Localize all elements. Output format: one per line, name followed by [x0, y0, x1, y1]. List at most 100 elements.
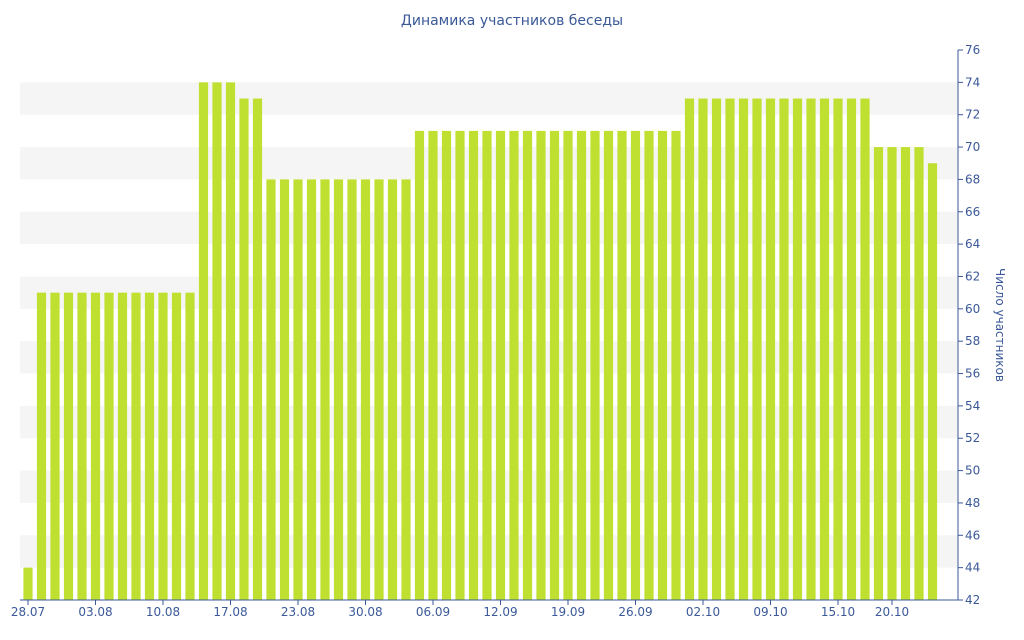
x-tick-label: 06.09: [416, 605, 450, 619]
bar[interactable]: [23, 567, 33, 600]
y-tick-label: 42: [965, 593, 980, 607]
bar[interactable]: [603, 130, 614, 600]
x-tick-label: 10.08: [146, 605, 180, 619]
bar[interactable]: [860, 98, 870, 600]
bar[interactable]: [779, 98, 789, 600]
bar[interactable]: [266, 179, 276, 601]
y-tick-label: 50: [965, 464, 980, 478]
x-tick-label: 02.10: [686, 605, 720, 619]
x-tick-label: 20.10: [875, 605, 909, 619]
y-tick-label: 74: [965, 75, 980, 89]
bar[interactable]: [792, 98, 803, 600]
bar[interactable]: [482, 130, 492, 600]
bar[interactable]: [293, 179, 303, 601]
bar[interactable]: [590, 130, 600, 600]
x-tick-label: 30.08: [348, 605, 382, 619]
bar[interactable]: [752, 98, 762, 600]
bar[interactable]: [131, 292, 141, 600]
bar[interactable]: [914, 147, 924, 600]
bar[interactable]: [819, 98, 830, 600]
y-tick-label: 70: [965, 140, 980, 154]
bar[interactable]: [401, 179, 411, 601]
x-tick-label: 03.08: [78, 605, 112, 619]
x-tick-label: 09.10: [753, 605, 787, 619]
x-tick-label: 17.08: [213, 605, 247, 619]
x-tick-label: 28.07: [11, 605, 45, 619]
bar[interactable]: [725, 98, 735, 600]
y-tick-label: 62: [965, 269, 980, 283]
bar[interactable]: [185, 292, 195, 600]
bar[interactable]: [428, 130, 438, 600]
y-tick-label: 48: [965, 496, 980, 510]
bar[interactable]: [806, 98, 816, 600]
bar[interactable]: [144, 292, 155, 600]
x-tick-label: 23.08: [281, 605, 315, 619]
bar[interactable]: [684, 98, 695, 600]
bar[interactable]: [104, 292, 114, 600]
bar[interactable]: [77, 292, 87, 600]
bar[interactable]: [671, 130, 681, 600]
x-tick-label: 19.09: [551, 605, 585, 619]
bar[interactable]: [509, 130, 519, 600]
y-tick-label: 76: [965, 43, 980, 57]
x-tick-label: 26.09: [618, 605, 652, 619]
bar[interactable]: [333, 179, 344, 601]
y-tick-label: 44: [965, 561, 980, 575]
bar[interactable]: [698, 98, 708, 600]
x-tick-label: 12.09: [483, 605, 517, 619]
bar[interactable]: [279, 179, 290, 601]
bar[interactable]: [212, 82, 222, 600]
y-tick-label: 60: [965, 302, 980, 316]
axes: 42 44 46 48 50 52 54 56 58 60 62 64 66 68 70 72 74 76 28.0…: [11, 43, 980, 619]
bar[interactable]: [657, 130, 668, 600]
bar[interactable]: [522, 130, 533, 600]
bar[interactable]: [171, 292, 182, 600]
bar[interactable]: [347, 179, 357, 601]
bar[interactable]: [225, 82, 236, 600]
bar[interactable]: [306, 179, 317, 601]
bar[interactable]: [630, 130, 641, 600]
y-tick-label: 58: [965, 334, 980, 348]
bar[interactable]: [360, 179, 371, 601]
bar[interactable]: [873, 147, 884, 600]
y-tick-label: 54: [965, 399, 980, 413]
chart-title: Динамика участников беседы: [400, 13, 624, 29]
bar[interactable]: [239, 98, 249, 600]
bars: [23, 82, 938, 601]
bar[interactable]: [387, 179, 398, 601]
bar[interactable]: [252, 98, 263, 600]
bar[interactable]: [833, 98, 843, 600]
bar[interactable]: [198, 82, 209, 600]
bar[interactable]: [887, 147, 897, 600]
bar[interactable]: [374, 179, 384, 601]
y-tick-label: 46: [965, 528, 980, 542]
bar[interactable]: [90, 292, 101, 600]
bar[interactable]: [846, 98, 857, 600]
bar[interactable]: [536, 130, 546, 600]
y-tick-label: 72: [965, 108, 980, 122]
bar[interactable]: [644, 130, 654, 600]
bar[interactable]: [63, 292, 74, 600]
bar[interactable]: [50, 292, 60, 600]
bar[interactable]: [711, 98, 722, 600]
bar[interactable]: [117, 292, 128, 600]
x-tick-label: 15.10: [821, 605, 855, 619]
y-tick-label: 68: [965, 172, 980, 186]
bar[interactable]: [495, 130, 506, 600]
bar[interactable]: [765, 98, 776, 600]
bar[interactable]: [455, 130, 465, 600]
bar[interactable]: [441, 130, 452, 600]
bar[interactable]: [738, 98, 749, 600]
bar[interactable]: [927, 163, 938, 600]
bar[interactable]: [158, 292, 168, 600]
bar[interactable]: [576, 130, 587, 600]
bar[interactable]: [617, 130, 627, 600]
bar[interactable]: [468, 130, 479, 600]
bar[interactable]: [549, 130, 560, 600]
bar[interactable]: [563, 130, 573, 600]
bar[interactable]: [900, 147, 911, 600]
bar[interactable]: [36, 292, 47, 600]
bar[interactable]: [414, 130, 425, 600]
bar[interactable]: [320, 179, 330, 601]
